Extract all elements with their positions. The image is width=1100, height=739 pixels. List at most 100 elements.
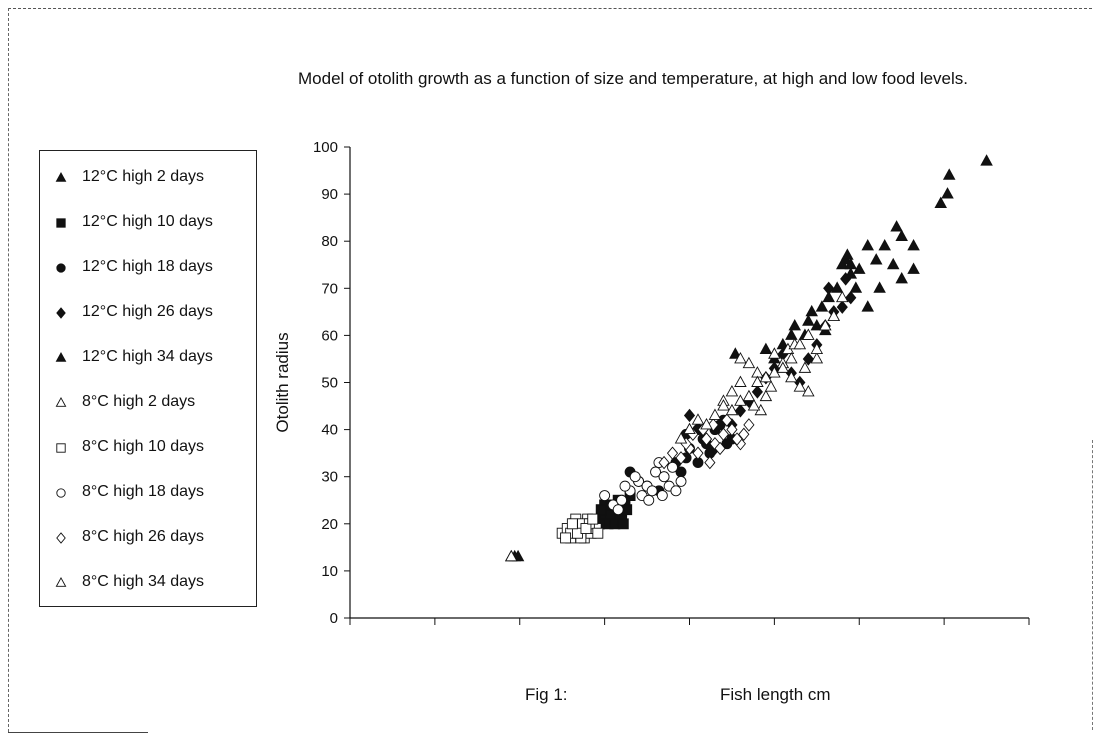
data-point	[759, 342, 773, 354]
y-axis-label: Otolith radius	[273, 332, 292, 432]
data-point	[734, 352, 747, 364]
data-point	[907, 238, 920, 251]
legend-item: 12°C high 26 days	[40, 302, 256, 324]
data-point	[616, 494, 628, 506]
legend-marker	[56, 443, 66, 453]
frame-left-border	[8, 8, 9, 732]
data-point	[560, 532, 572, 544]
data-point	[674, 432, 688, 444]
data-point	[785, 352, 798, 364]
y-tick-label: 80	[321, 233, 338, 250]
data-point	[717, 427, 730, 442]
data-point	[692, 446, 704, 460]
legend-marker	[56, 532, 66, 544]
data-point	[747, 399, 761, 411]
data-point	[595, 504, 607, 516]
legend-label: 8°C high 10 days	[82, 438, 205, 455]
data-point	[802, 328, 815, 340]
data-point	[886, 257, 900, 270]
data-point	[667, 461, 678, 473]
legend-label: 12°C high 34 days	[82, 348, 213, 365]
figure-label: Fig 1:	[525, 685, 568, 704]
data-point	[845, 291, 857, 305]
data-point	[785, 328, 798, 340]
legend-marker-shape	[56, 307, 66, 319]
data-point	[895, 271, 908, 284]
legend-label: 12°C high 26 days	[82, 303, 213, 320]
data-point	[617, 518, 629, 530]
data-point	[802, 352, 814, 366]
data-point	[643, 494, 655, 506]
legend-item: 12°C high 2 days	[40, 167, 256, 189]
data-point	[738, 427, 750, 442]
data-point	[675, 451, 687, 465]
data-point	[683, 422, 696, 435]
series-5	[505, 337, 824, 562]
data-point	[869, 253, 883, 265]
data-point	[580, 523, 592, 534]
scatter-chart: 010203040506070809010000.511.522.533.54O…	[273, 139, 1030, 627]
data-point	[768, 347, 781, 359]
legend-label: 8°C high 2 days	[82, 393, 196, 410]
chart-legend: 12°C high 2 days 12°C high 10 days 12°C hi…	[39, 150, 257, 607]
data-point	[836, 300, 848, 314]
data-point	[759, 389, 773, 402]
frame-top-border	[8, 8, 1092, 9]
data-point	[830, 281, 844, 293]
data-point	[890, 220, 903, 232]
y-tick-label: 20	[321, 516, 338, 533]
data-point	[683, 408, 696, 423]
data-point	[841, 248, 854, 260]
legend-label: 8°C high 26 days	[82, 528, 205, 545]
legend-marker-shape	[56, 218, 66, 228]
data-point	[878, 238, 891, 251]
data-point	[942, 168, 956, 180]
y-tick-label: 0	[330, 610, 338, 627]
data-point	[599, 490, 611, 501]
data-point	[734, 404, 747, 418]
data-point	[793, 380, 807, 392]
y-tick-label: 30	[321, 469, 338, 486]
data-point	[658, 471, 670, 483]
data-point	[798, 361, 812, 373]
data-point	[822, 290, 835, 303]
legend-marker	[56, 218, 66, 228]
series-7	[599, 457, 687, 516]
data-point	[815, 300, 829, 312]
legend-item: 12°C high 34 days	[40, 347, 256, 369]
data-point	[691, 413, 705, 425]
frame-right-border	[1092, 440, 1093, 730]
legend-marker-shape	[55, 397, 67, 407]
data-point	[612, 504, 624, 516]
data-point	[731, 432, 743, 446]
data-point	[810, 342, 824, 354]
data-point	[721, 413, 733, 427]
legend-marker	[55, 352, 67, 362]
y-tick-label: 100	[313, 139, 338, 156]
legend-item: 12°C high 18 days	[40, 257, 256, 279]
data-point	[658, 455, 670, 470]
data-point	[700, 417, 713, 430]
legend-label: 8°C high 18 days	[82, 483, 205, 500]
legend-item: 12°C high 10 days	[40, 212, 256, 234]
data-point	[726, 422, 738, 437]
y-tick-label: 90	[321, 186, 338, 203]
data-point	[587, 513, 599, 525]
data-point	[629, 471, 641, 483]
data-point	[675, 475, 687, 487]
data-point	[810, 352, 824, 364]
data-point	[776, 361, 790, 373]
data-point	[650, 466, 661, 478]
data-point	[717, 399, 730, 411]
data-point	[819, 319, 832, 331]
data-point	[805, 304, 818, 317]
data-point	[836, 290, 849, 303]
data-point	[844, 257, 858, 270]
legend-marker	[56, 263, 66, 273]
legend-label: 12°C high 18 days	[82, 258, 213, 275]
data-point	[700, 432, 713, 446]
data-point	[704, 455, 716, 470]
data-point	[505, 549, 518, 562]
data-point	[793, 337, 807, 350]
